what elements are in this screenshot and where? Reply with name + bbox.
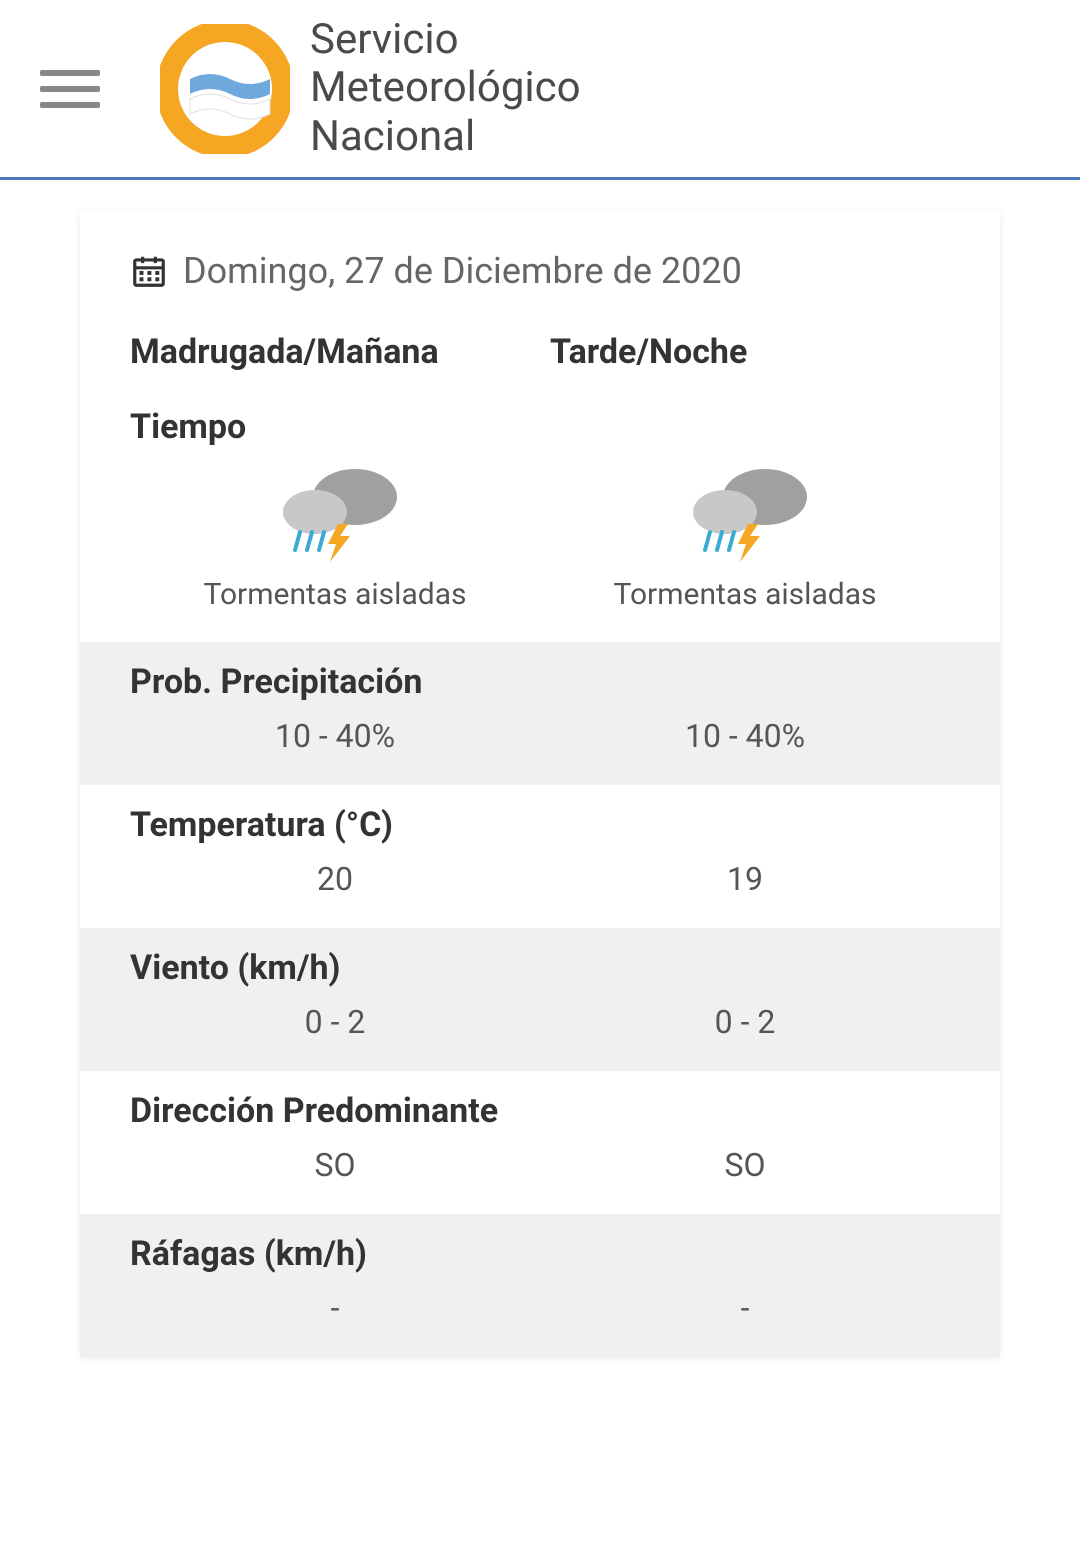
precip-section: Prob. Precipitación 10 - 40% 10 - 40% [80,642,1000,785]
weather-section-title: Tiempo [80,407,1000,462]
storm-icon [270,462,400,562]
direction-morning: SO [130,1146,540,1184]
temp-morning: 20 [130,860,540,898]
forecast-card: Domingo, 27 de Diciembre de 2020 Madruga… [80,210,1000,1357]
app-header: Servicio Meteorológico Nacional [0,0,1080,180]
logo[interactable]: Servicio Meteorológico Nacional [160,16,581,161]
wind-section: Viento (km/h) 0 - 2 0 - 2 [80,928,1000,1071]
main-content: Domingo, 27 de Diciembre de 2020 Madruga… [0,180,1080,1357]
column-evening-header: Tarde/Noche [530,332,950,372]
logo-text: Servicio Meteorológico Nacional [310,16,581,161]
precip-morning: 10 - 40% [130,717,540,755]
period-columns-header: Madrugada/Mañana Tarde/Noche [80,332,1000,372]
gusts-title: Ráfagas (km/h) [130,1234,950,1274]
direction-title: Dirección Predominante [130,1091,950,1131]
temp-section: Temperatura (°C) 20 19 [80,785,1000,928]
wind-evening: 0 - 2 [540,1003,950,1041]
forecast-date: Domingo, 27 de Diciembre de 2020 [183,250,742,292]
gusts-section: Ráfagas (km/h) - - [80,1214,1000,1357]
weather-morning: Tormentas aisladas [130,462,540,612]
menu-button[interactable] [40,70,100,108]
storm-icon [680,462,810,562]
date-row: Domingo, 27 de Diciembre de 2020 [80,250,1000,332]
logo-icon [160,24,290,154]
weather-row: Tormentas aisladas Tormentas aisladas [80,462,1000,642]
column-morning-header: Madrugada/Mañana [130,332,530,372]
weather-morning-label: Tormentas aisladas [204,577,467,612]
direction-evening: SO [540,1146,950,1184]
temp-title: Temperatura (°C) [130,805,950,845]
precip-evening: 10 - 40% [540,717,950,755]
gusts-evening: - [540,1289,950,1327]
wind-morning: 0 - 2 [130,1003,540,1041]
gusts-morning: - [130,1289,540,1327]
direction-section: Dirección Predominante SO SO [80,1071,1000,1214]
weather-evening: Tormentas aisladas [540,462,950,612]
precip-title: Prob. Precipitación [130,662,950,702]
calendar-icon [130,252,168,290]
wind-title: Viento (km/h) [130,948,950,988]
temp-evening: 19 [540,860,950,898]
weather-evening-label: Tormentas aisladas [614,577,877,612]
